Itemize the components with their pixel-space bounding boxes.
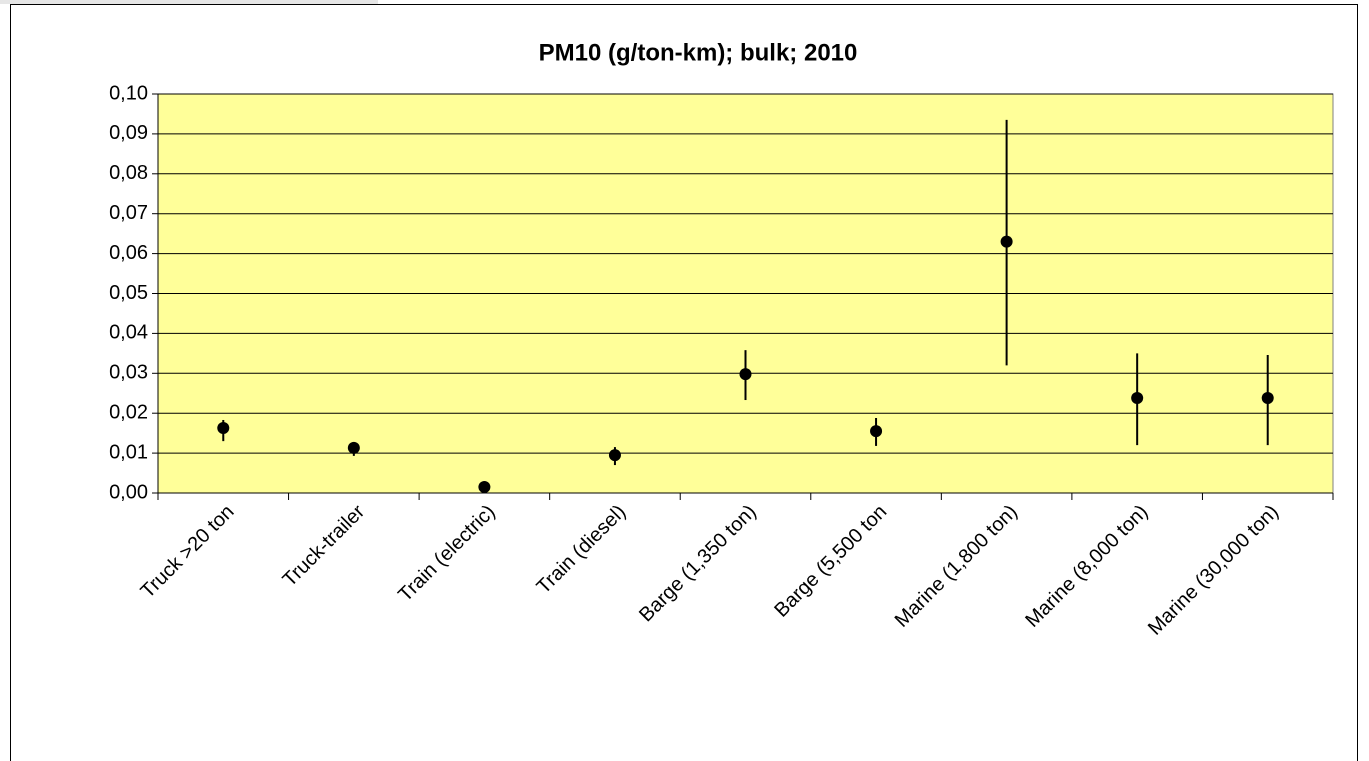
y-tick-label: 0,00 [109, 481, 148, 503]
y-tick-label: 0,01 [109, 441, 148, 463]
data-point [1261, 392, 1274, 405]
data-point [217, 421, 230, 434]
y-tick-label: 0,02 [109, 401, 148, 423]
y-tick-label: 0,06 [109, 242, 148, 264]
data-point [608, 449, 621, 462]
y-tick-label: 0,07 [109, 202, 148, 224]
chart-title: PM10 (g/ton-km); bulk; 2010 [539, 39, 858, 66]
data-point [478, 481, 491, 494]
data-point [739, 368, 752, 381]
y-tick-label: 0,03 [109, 362, 148, 384]
y-tick-label: 0,10 [109, 82, 148, 104]
y-tick-label: 0,04 [109, 322, 148, 344]
y-tick-label: 0,08 [109, 162, 148, 184]
data-point [347, 441, 360, 454]
toolbar-strip [0, 0, 378, 4]
y-tick-label: 0,09 [109, 122, 148, 144]
data-point [870, 425, 883, 438]
y-tick-label: 0,05 [109, 282, 148, 304]
data-point [1000, 235, 1013, 248]
data-point [1131, 392, 1144, 405]
